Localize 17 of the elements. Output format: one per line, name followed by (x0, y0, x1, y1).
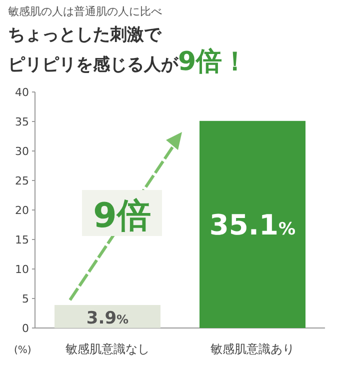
chart-title: ちょっとした刺激でピリピリを感じる人が9倍！ (8, 25, 248, 77)
x-tick-label: 敏感肌意識なし (66, 342, 150, 356)
y-axis-title: (%) (14, 345, 32, 356)
data-label: 3.9% (86, 308, 129, 328)
y-tick-label: 35 (15, 116, 29, 128)
annotation: 9倍 (93, 196, 151, 236)
y-tick-label: 25 (15, 174, 29, 188)
y-tick-label: 0 (22, 322, 29, 335)
y-tick-label: 30 (15, 145, 29, 158)
y-tick-label: 10 (15, 263, 29, 276)
y-tick-label: 5 (22, 292, 29, 306)
y-tick-label: 20 (15, 204, 29, 217)
chart-subtitle: 敏感肌の人は普通肌の人に比べ (8, 4, 163, 19)
y-tick-label: 15 (15, 234, 29, 246)
data-label: 35.1% (209, 208, 296, 242)
x-tick-label: 敏感肌意識あり (210, 342, 294, 356)
y-tick-label: 40 (15, 86, 29, 99)
